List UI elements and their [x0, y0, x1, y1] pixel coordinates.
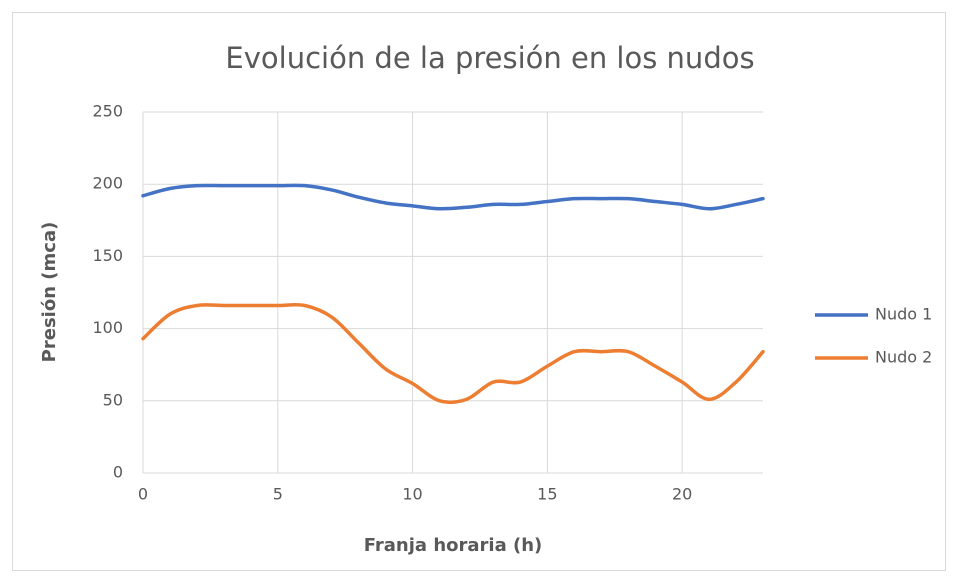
y-axis-title: Presión (mca) [39, 222, 60, 363]
x-tick-label: 0 [138, 485, 148, 504]
x-axis-title: Franja horaria (h) [364, 535, 543, 556]
y-tick-label: 0 [113, 463, 123, 482]
chart-border [12, 12, 946, 571]
x-tick-label: 15 [537, 485, 557, 504]
series-line [141, 302, 765, 405]
legend-label: Nudo 2 [875, 348, 932, 367]
y-tick-label: 150 [92, 246, 123, 265]
legend-label: Nudo 1 [875, 305, 932, 324]
chart-title: Evolución de la presión en los nudos [225, 41, 754, 75]
y-tick-label: 100 [92, 318, 123, 337]
y-tick-label: 250 [92, 102, 123, 121]
x-tick-label: 10 [402, 485, 422, 504]
series-line [141, 183, 765, 211]
y-tick-label: 200 [92, 174, 123, 193]
x-tick-label: 20 [672, 485, 692, 504]
y-tick-label: 50 [103, 390, 123, 409]
x-tick-label: 5 [273, 485, 283, 504]
